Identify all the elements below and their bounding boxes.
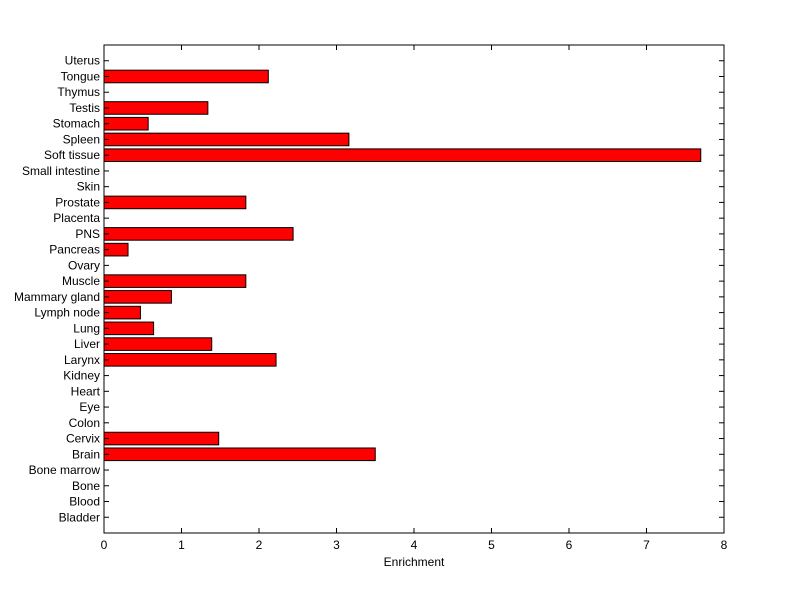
x-tick-label: 2 <box>256 538 263 552</box>
bar-muscle <box>103 274 247 288</box>
y-tick-label: Bone marrow <box>29 463 101 477</box>
y-tick-label: Muscle <box>62 274 100 288</box>
y-tick-label: Kidney <box>63 369 100 383</box>
x-tick-label: 6 <box>566 538 573 552</box>
x-tick-label: 4 <box>411 538 418 552</box>
bar-brain <box>103 447 376 462</box>
y-tick-label: Spleen <box>63 132 100 146</box>
y-tick-label: Bladder <box>59 510 100 524</box>
ticks-group <box>103 45 725 533</box>
bars-group <box>103 69 702 462</box>
y-tick-label: Soft tissue <box>44 148 100 162</box>
bar-larynx <box>103 353 277 367</box>
y-tick-label: Stomach <box>53 117 100 131</box>
y-tick-label: Larynx <box>64 353 100 367</box>
y-tick-label: Blood <box>69 495 100 509</box>
x-tick-label: 0 <box>101 538 108 552</box>
x-tick-label: 5 <box>488 538 495 552</box>
x-tick-label: 1 <box>178 538 185 552</box>
x-axis-label: Enrichment <box>384 555 445 569</box>
bar-prostate <box>103 195 247 210</box>
y-tick-label: Bone <box>72 479 100 493</box>
y-tick-label: Eye <box>79 400 100 414</box>
y-tick-label: Brain <box>72 447 100 461</box>
y-tick-label: Prostate <box>55 195 100 209</box>
y-tick-label: Mammary gland <box>14 290 100 304</box>
bar-mammary-gland <box>103 290 172 304</box>
y-tick-label: Heart <box>71 384 101 398</box>
bar-tongue <box>103 69 269 84</box>
y-tick-label: Thymus <box>57 85 100 99</box>
y-tick-label: Placenta <box>53 211 100 225</box>
x-tick-label: 7 <box>643 538 650 552</box>
y-tick-label: Lymph node <box>34 306 100 320</box>
bar-soft-tissue <box>103 148 702 162</box>
bar-pns <box>103 227 294 241</box>
y-tick-label: Lung <box>73 321 100 335</box>
y-tick-label: Pancreas <box>49 243 100 257</box>
y-tick-label: Colon <box>69 416 100 430</box>
y-tick-label: Ovary <box>68 258 100 272</box>
y-tick-label: Uterus <box>65 54 100 68</box>
y-tick-label: Small intestine <box>22 164 100 178</box>
bar-lung <box>103 321 155 336</box>
bar-lymph-node <box>103 305 141 320</box>
plot-area-frame <box>103 44 725 534</box>
bar-cervix <box>103 431 220 446</box>
bar-spleen <box>103 132 350 147</box>
y-tick-label: Skin <box>77 180 100 194</box>
bar-liver <box>103 337 213 351</box>
bar-stomach <box>103 116 149 131</box>
y-tick-label: Tongue <box>61 69 101 83</box>
y-tick-label: PNS <box>75 227 100 241</box>
x-tick-label: 8 <box>721 538 728 552</box>
x-tick-label: 3 <box>333 538 340 552</box>
y-tick-label: Liver <box>74 337 100 351</box>
y-tick-label: Testis <box>69 101 100 115</box>
y-tick-label: Cervix <box>66 432 100 446</box>
bar-testis <box>103 101 209 115</box>
